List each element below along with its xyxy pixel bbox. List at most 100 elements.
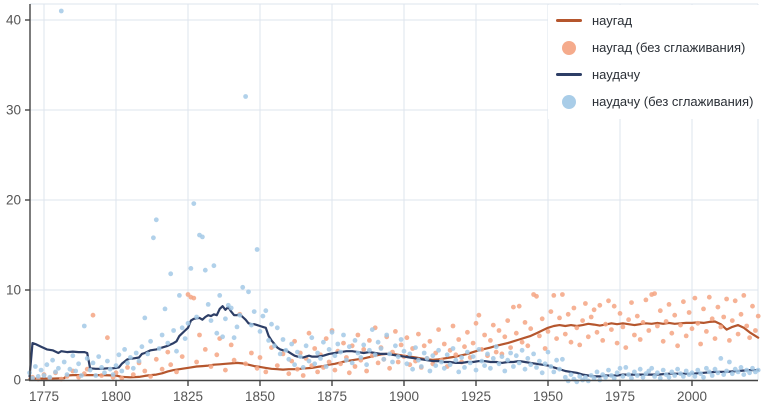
scatter-point-naudachu (136, 358, 142, 364)
scatter-point-naudachu (260, 313, 266, 319)
scatter-point-naudachu (237, 312, 243, 318)
scatter-point-naudachu (493, 344, 499, 350)
scatter-point-naudachu (735, 369, 741, 375)
scatter-point-naudachu (251, 309, 257, 314)
legend-item-naugad-scatter[interactable]: наугад (без сглаживания) (554, 34, 753, 61)
scatter-point-naudachu (689, 370, 695, 376)
scatter-point-naugad (142, 368, 148, 374)
scatter-point-naudachu (398, 337, 404, 342)
x-tick-label: 1850 (245, 389, 275, 404)
scatter-point-naugad (626, 317, 631, 323)
scatter-point-naugad (223, 367, 228, 373)
scatter-point-naudachu (701, 374, 706, 380)
scatter-point-naudachu (473, 367, 479, 373)
scatter-point-naudachu (413, 345, 418, 350)
scatter-point-naudachu (681, 374, 686, 379)
legend-label: наудачу (без сглаживания) (592, 94, 754, 109)
x-tick-label: 1950 (533, 389, 563, 404)
scatter-point-naugad (698, 341, 703, 347)
scatter-point-naugad (660, 338, 666, 344)
scatter-point-naugad (669, 330, 675, 336)
scatter-point-naudachu (240, 284, 246, 290)
scatter-point-naugad (254, 365, 260, 371)
scatter-point-naugad (706, 294, 712, 300)
scatter-point-naudachu (479, 358, 485, 364)
x-tick-label: 1900 (389, 389, 419, 404)
scatter-point-naudachu (87, 367, 93, 373)
scatter-point-naugad (502, 334, 508, 340)
scatter-point-naudachu (84, 356, 90, 361)
legend-item-naudachu-line[interactable]: наудачу (554, 61, 753, 88)
scatter-point-naudachu (295, 349, 300, 355)
scatter-point-naudachu (303, 343, 309, 349)
scatter-point-naudachu (61, 359, 67, 365)
scatter-point-naugad (522, 320, 528, 325)
scatter-point-naudachu (539, 370, 545, 376)
scatter-point-naugad (462, 344, 467, 350)
scatter-point-naudachu (534, 365, 539, 370)
scatter-point-naudachu (110, 372, 116, 377)
scatter-point-naudachu (56, 365, 61, 371)
scatter-point-naugad (367, 338, 372, 343)
legend-item-naudachu-scatter[interactable]: наудачу (без сглаживания) (554, 88, 753, 115)
scatter-point-naugad (153, 356, 159, 362)
scatter-point-naugad (634, 313, 640, 319)
scatter-point-naugad (695, 320, 701, 326)
scatter-point-naudachu (637, 366, 643, 372)
scatter-point-naugad (355, 332, 361, 338)
scatter-point-naudachu (444, 352, 450, 358)
scatter-point-naudachu (125, 360, 130, 366)
scatter-point-naugad (168, 362, 174, 368)
scatter-point-naudachu (407, 351, 413, 357)
scatter-point-naugad (174, 369, 179, 375)
x-tick-label: 1975 (605, 389, 635, 404)
scatter-point-naudachu (220, 334, 226, 340)
scatter-point-naudachu (516, 360, 522, 366)
scatter-point-naudachu (433, 363, 439, 368)
scatter-point-naugad (657, 308, 663, 314)
scatter-point-naugad (655, 323, 660, 329)
scatter-point-naugad (539, 316, 545, 322)
scatter-point-naudachu (162, 306, 168, 312)
scatter-point-naugad (712, 336, 718, 341)
scatter-point-naugad (692, 295, 698, 301)
scatter-point-naugad (620, 324, 626, 330)
scatter-point-naudachu (174, 348, 179, 354)
scatter-point-naudachu (246, 289, 251, 295)
scatter-point-naugad (744, 323, 750, 329)
scatter-point-naudachu (58, 8, 64, 14)
scatter-point-naudachu (364, 362, 369, 368)
scatter-point-naudachu (421, 350, 427, 356)
scatter-point-naudachu (263, 308, 269, 314)
scatter-point-naugad (583, 301, 588, 306)
scatter-point-naudachu (378, 346, 384, 351)
scatter-point-naudachu (70, 353, 76, 359)
scatter-point-naugad (594, 329, 600, 335)
scatter-point-naudachu (755, 367, 761, 373)
scatter-point-naudachu (44, 362, 50, 368)
scatter-point-naudachu (249, 322, 254, 328)
scatter-point-naugad (398, 342, 404, 348)
scatter-point-naugad (591, 307, 597, 313)
scatter-point-naudachu (234, 324, 240, 330)
scatter-point-naudachu (632, 369, 637, 375)
scatter-point-naugad (249, 350, 254, 356)
scatter-point-naudachu (168, 271, 174, 277)
scatter-point-naugad (490, 322, 496, 328)
scatter-point-naudachu (243, 94, 249, 99)
scatter-point-naudachu (318, 356, 323, 361)
scatter-point-naudachu (352, 338, 358, 343)
scatter-point-naudachu (274, 325, 280, 331)
scatter-point-naudachu (338, 349, 343, 355)
scatter-point-naugad (159, 366, 165, 372)
scatter-point-naugad (585, 334, 591, 340)
legend-item-naugad-line[interactable]: наугад (554, 7, 753, 34)
scatter-point-naudachu (660, 367, 666, 373)
scatter-point-naudachu (531, 351, 536, 357)
scatter-point-naugad (528, 326, 534, 332)
scatter-point-naudachu (41, 373, 47, 378)
scatter-point-naugad (148, 374, 154, 379)
scatter-point-naudachu (436, 347, 441, 353)
scatter-point-naudachu (583, 374, 588, 380)
